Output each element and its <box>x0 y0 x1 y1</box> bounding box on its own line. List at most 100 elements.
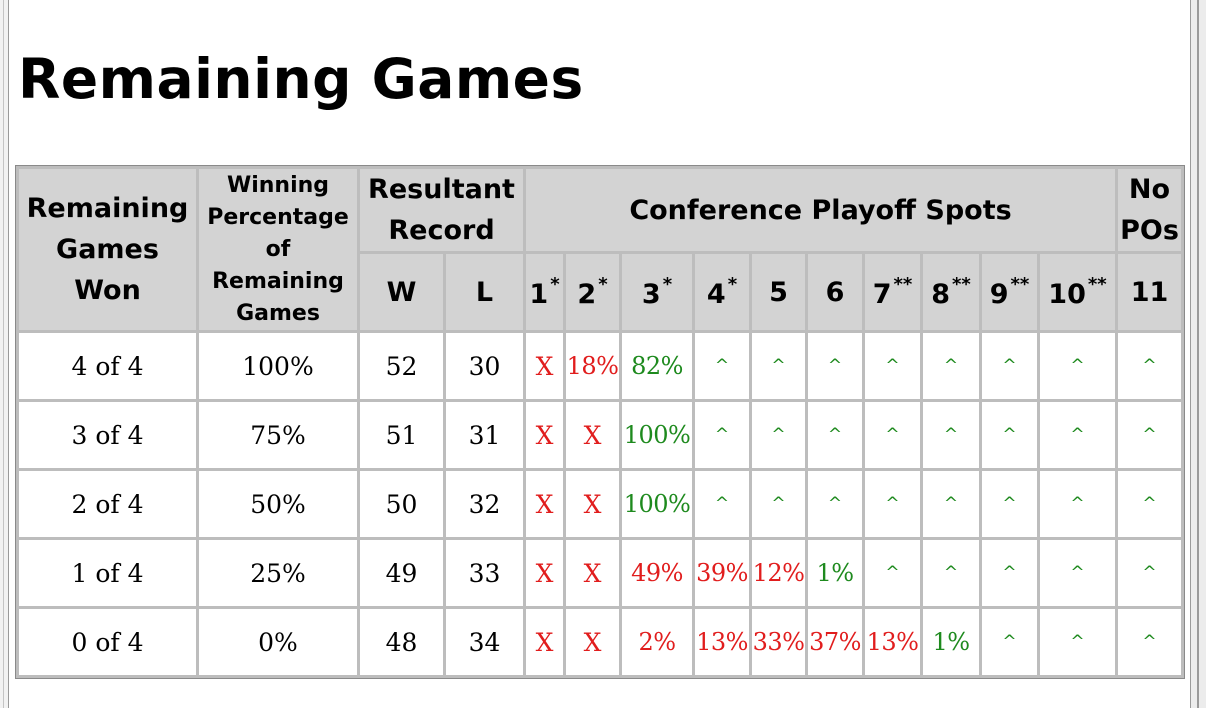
header-resultant-record-line: Record <box>388 215 495 246</box>
header-spot-number: 8 <box>931 279 950 310</box>
header-spot-2: 2 * <box>566 254 619 330</box>
header-spot-footnote-mark: ** <box>1010 274 1030 295</box>
cell-spot-7: ^ <box>865 402 920 468</box>
header-spot-number: 1 <box>529 279 549 310</box>
cell-spot-3: 2% <box>622 609 692 675</box>
remaining-games-table: Remaining Games Won Winning Percentage o… <box>15 165 1185 679</box>
cell-spot-10: ^ <box>1040 609 1115 675</box>
cell-spot-6: ^ <box>808 333 862 399</box>
cell-spot-3: 100% <box>622 471 692 537</box>
header-spot-5: 5 <box>752 254 805 330</box>
table-row: 3 of 4 75% 51 31 X X 100% ^ ^ ^ ^ ^ ^ ^ ^ <box>19 402 1181 468</box>
header-conference-playoff-spots: Conference Playoff Spots <box>526 169 1115 251</box>
header-spot-number: 2 <box>577 279 597 310</box>
header-spot-6: 6 <box>808 254 862 330</box>
cell-losses: 32 <box>446 471 523 537</box>
cell-spot-2: X <box>566 402 619 468</box>
header-spot-10: 10 ** <box>1040 254 1115 330</box>
cell-spot-7: ^ <box>865 471 920 537</box>
window-right-border <box>1190 0 1206 708</box>
cell-losses: 30 <box>446 333 523 399</box>
header-spot-7: 7 ** <box>865 254 920 330</box>
header-no-pos-line: No <box>1128 174 1171 205</box>
cell-spot-11: ^ <box>1118 609 1181 675</box>
cell-spot-4: ^ <box>695 402 749 468</box>
header-winning-percentage-line: Games <box>236 300 320 326</box>
cell-wins: 48 <box>360 609 443 675</box>
cell-spot-9: ^ <box>982 540 1037 606</box>
header-winning-percentage: Winning Percentage of Remaining Games <box>199 169 357 330</box>
cell-spot-2: X <box>566 471 619 537</box>
header-spot-footnote-mark: * <box>727 274 738 295</box>
cell-spot-8: ^ <box>923 333 979 399</box>
cell-spot-5: 33% <box>752 609 805 675</box>
cell-spot-4: 39% <box>695 540 749 606</box>
cell-spot-6: 37% <box>808 609 862 675</box>
cell-spot-4: ^ <box>695 471 749 537</box>
header-winning-percentage-line: Winning <box>226 172 330 198</box>
header-spot-footnote-mark: ** <box>1087 274 1107 295</box>
cell-spot-3: 82% <box>622 333 692 399</box>
cell-games-won: 2 of 4 <box>19 471 196 537</box>
cell-spot-9: ^ <box>982 471 1037 537</box>
header-winning-percentage-line: Remaining <box>212 268 344 294</box>
cell-spot-2: X <box>566 609 619 675</box>
cell-spot-5: ^ <box>752 333 805 399</box>
cell-spot-11: ^ <box>1118 471 1181 537</box>
header-spot-11: 11 <box>1118 254 1181 330</box>
cell-spot-11: ^ <box>1118 333 1181 399</box>
cell-spot-3: 49% <box>622 540 692 606</box>
cell-wins: 52 <box>360 333 443 399</box>
cell-spot-6: ^ <box>808 402 862 468</box>
header-remaining-games-won-line: Games <box>56 234 159 265</box>
page-title: Remaining Games <box>18 47 584 111</box>
cell-spot-6: 1% <box>808 540 862 606</box>
cell-spot-9: ^ <box>982 609 1037 675</box>
cell-spot-5: 12% <box>752 540 805 606</box>
cell-spot-2: X <box>566 540 619 606</box>
header-remaining-games-won-line: Won <box>74 275 141 306</box>
header-spot-footnote-mark: ** <box>951 274 971 295</box>
cell-spot-8: ^ <box>923 540 979 606</box>
cell-games-won: 4 of 4 <box>19 333 196 399</box>
cell-spot-8: ^ <box>923 402 979 468</box>
cell-games-won: 3 of 4 <box>19 402 196 468</box>
header-spot-number: 6 <box>825 276 845 308</box>
table-row: 2 of 4 50% 50 32 X X 100% ^ ^ ^ ^ ^ ^ ^ ^ <box>19 471 1181 537</box>
cell-spot-1: X <box>526 402 563 468</box>
cell-spot-10: ^ <box>1040 402 1115 468</box>
header-remaining-games-won: Remaining Games Won <box>19 169 196 330</box>
header-no-pos: No POs <box>1118 169 1181 251</box>
cell-spot-4: ^ <box>695 333 749 399</box>
cell-win-percentage: 75% <box>199 402 357 468</box>
cell-spot-9: ^ <box>982 402 1037 468</box>
cell-wins: 50 <box>360 471 443 537</box>
cell-win-percentage: 100% <box>199 333 357 399</box>
cell-spot-9: ^ <box>982 333 1037 399</box>
cell-spot-11: ^ <box>1118 540 1181 606</box>
cell-spot-10: ^ <box>1040 471 1115 537</box>
cell-spot-7: ^ <box>865 333 920 399</box>
cell-games-won: 1 of 4 <box>19 540 196 606</box>
header-spot-number: 11 <box>1130 276 1169 308</box>
header-winning-percentage-line: of <box>265 236 291 262</box>
cell-spot-10: ^ <box>1040 540 1115 606</box>
cell-spot-10: ^ <box>1040 333 1115 399</box>
header-spot-footnote-mark: * <box>662 274 673 295</box>
cell-spot-5: ^ <box>752 471 805 537</box>
cell-spot-6: ^ <box>808 471 862 537</box>
header-spot-number: 5 <box>769 276 788 308</box>
table-row: 4 of 4 100% 52 30 X 18% 82% ^ ^ ^ ^ ^ ^ ^ ^ <box>19 333 1181 399</box>
header-spot-9: 9 ** <box>982 254 1037 330</box>
header-winning-percentage-line: Percentage <box>207 204 349 230</box>
cell-losses: 34 <box>446 609 523 675</box>
header-remaining-games-won-line: Remaining <box>26 193 189 224</box>
cell-win-percentage: 0% <box>199 609 357 675</box>
cell-spot-8: ^ <box>923 471 979 537</box>
cell-spot-1: X <box>526 609 563 675</box>
table-row: 0 of 4 0% 48 34 X X 2% 13% 33% 37% 13% 1% ^ ^ ^ <box>19 609 1181 675</box>
table-row: 1 of 4 25% 49 33 X X 49% 39% 12% 1% ^ ^ ^ ^ ^ <box>19 540 1181 606</box>
cell-win-percentage: 25% <box>199 540 357 606</box>
cell-spot-2: 18% <box>566 333 619 399</box>
header-spot-number: 3 <box>641 279 661 310</box>
